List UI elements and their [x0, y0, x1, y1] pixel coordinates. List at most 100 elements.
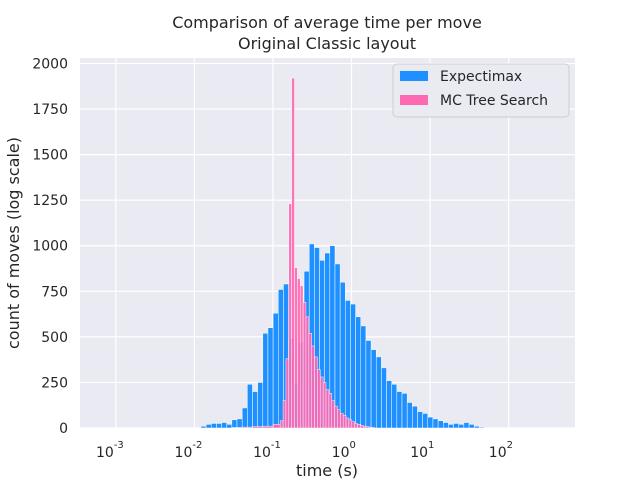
legend-box	[392, 63, 570, 118]
x-axis-label: time (s)	[296, 461, 358, 480]
histogram-bar	[252, 391, 258, 429]
histogram-bar	[221, 422, 227, 429]
histogram-bar	[350, 303, 356, 429]
histogram-bar	[311, 345, 315, 429]
histogram-bar	[386, 380, 392, 429]
histogram-bar	[302, 301, 307, 429]
histogram-bar	[331, 400, 335, 429]
histogram-bar	[216, 423, 222, 429]
y-tick-label: 500	[41, 330, 68, 346]
histogram-bar	[291, 77, 295, 429]
histogram-bar	[360, 325, 367, 429]
histogram-bar	[448, 424, 454, 429]
histogram-bar	[205, 424, 212, 429]
y-tick-label: 1500	[32, 148, 68, 164]
histogram-bar	[357, 424, 361, 429]
histogram-bar	[381, 367, 387, 429]
series-expectimax	[200, 243, 485, 429]
histogram-bar	[365, 340, 372, 429]
histogram-bar	[241, 426, 253, 429]
y-tick-label: 1000	[32, 239, 68, 255]
histogram-bar	[252, 426, 264, 429]
histogram-bar	[272, 312, 279, 429]
histogram-bar	[463, 422, 470, 429]
histogram-bar	[345, 417, 350, 429]
histogram-bar	[334, 405, 338, 429]
legend-label-mc-tree-search: MC Tree Search	[440, 93, 548, 109]
legend-label-expectimax: Expectimax	[440, 69, 522, 85]
x-tick-label: 10 -3	[96, 440, 124, 461]
histogram-bar	[325, 389, 330, 429]
histogram-bar	[211, 423, 217, 429]
legend-swatch-expectimax	[400, 71, 428, 81]
histogram-bar	[231, 427, 243, 429]
histogram-bar	[339, 281, 346, 429]
histogram-bar	[340, 413, 344, 429]
histogram-bar	[443, 422, 449, 429]
histogram-bar	[354, 423, 358, 429]
histogram-bar	[342, 414, 347, 429]
histogram-bar	[370, 349, 377, 429]
histogram-bar	[468, 424, 475, 429]
x-tick-base: 10	[332, 445, 350, 461]
histogram-bar	[272, 424, 281, 429]
histogram-bar	[365, 426, 370, 429]
legend: Expectimax MC Tree Search	[392, 63, 570, 118]
y-axis-ticks: 0 250 500 750 1000 1250 1500 1750 2000	[32, 56, 68, 437]
histogram-bar	[334, 263, 341, 429]
x-tick-label: 10 2	[489, 440, 513, 461]
histogram-bar	[473, 425, 480, 429]
histogram-bar	[297, 278, 301, 429]
histogram-bar	[308, 332, 312, 429]
histogram-bar	[285, 358, 290, 429]
histogram-bar	[267, 327, 274, 429]
x-tick-label: 10 1	[410, 440, 434, 461]
x-tick-exponent: -1	[271, 440, 281, 451]
histogram-bar	[422, 413, 429, 429]
histogram-bar	[231, 419, 238, 429]
histogram-bar	[479, 426, 485, 429]
histogram-bar	[368, 426, 373, 429]
histogram-bars	[200, 77, 485, 429]
histogram-bar	[348, 419, 353, 429]
histogram-bar	[299, 285, 304, 429]
histogram-bar	[200, 425, 207, 429]
x-tick-exponent: -2	[192, 440, 202, 451]
histogram-bar	[262, 332, 269, 429]
histogram-bar	[294, 267, 298, 429]
histogram-bar	[279, 420, 284, 429]
chart-subtitle: Original Classic layout	[238, 34, 416, 53]
x-tick-base: 10	[410, 445, 428, 461]
x-tick-base: 10	[253, 445, 271, 461]
legend-swatch-mc-tree-search	[400, 95, 428, 105]
histogram-bar	[412, 405, 418, 429]
y-tick-label: 1250	[32, 193, 68, 209]
x-tick-exponent: 1	[428, 440, 434, 451]
histogram-bar	[375, 356, 382, 429]
x-tick-exponent: -3	[114, 440, 124, 451]
y-tick-label: 1750	[32, 102, 68, 118]
histogram-bar	[345, 300, 351, 429]
x-tick-base: 10	[489, 445, 507, 461]
x-tick-exponent: 0	[349, 440, 355, 451]
histogram-bar	[236, 418, 243, 429]
x-tick-label: 10 0	[332, 440, 356, 461]
histogram-bar	[317, 369, 321, 429]
histogram-bar	[432, 418, 439, 429]
histogram-bar	[282, 400, 287, 429]
x-tick-base: 10	[175, 445, 193, 461]
y-tick-label: 250	[41, 375, 68, 391]
x-axis-ticks: 10 -3 10 -2 10 -1 10 0 10 1 10 2	[96, 440, 513, 461]
histogram-bar	[288, 203, 292, 429]
histogram-bar	[305, 316, 310, 429]
histogram-bar	[391, 384, 398, 429]
histogram-bar	[427, 416, 434, 429]
histogram-bar	[257, 382, 264, 429]
histogram-bar	[262, 425, 274, 429]
x-tick-base: 10	[96, 445, 114, 461]
y-tick-label: 750	[41, 284, 68, 300]
y-tick-label: 0	[59, 421, 68, 437]
histogram-bar	[320, 376, 324, 429]
histogram-bar	[362, 425, 367, 429]
